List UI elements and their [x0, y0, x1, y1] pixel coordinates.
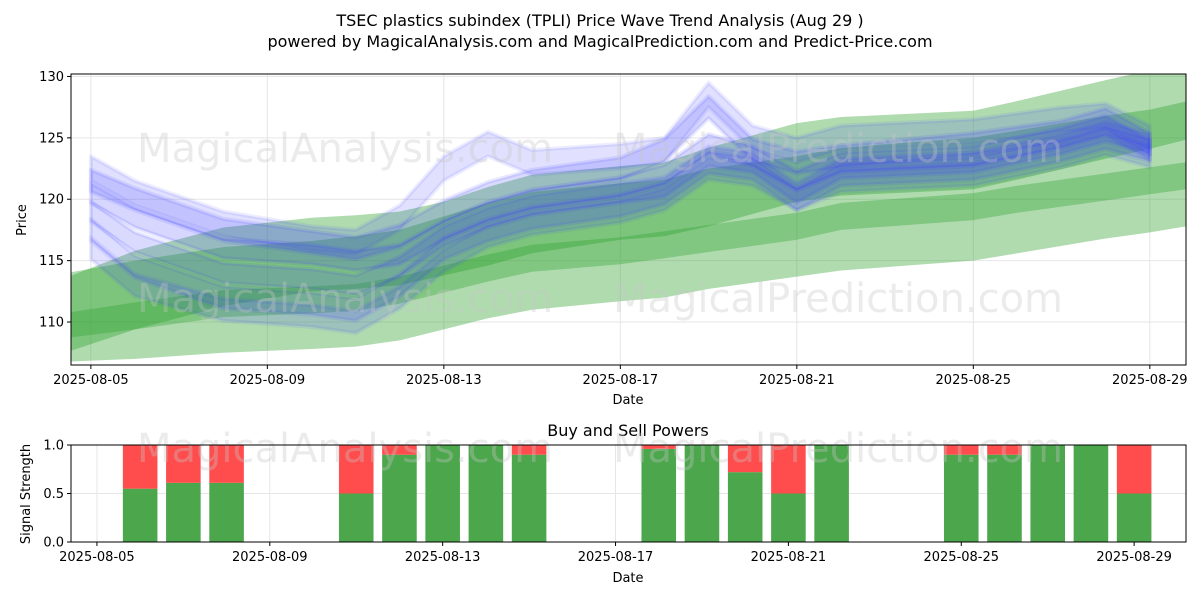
watermark-6: MagicalPrediction.com	[613, 426, 1063, 472]
blue-wave-band-8	[88, 130, 1152, 336]
signal-x-tick-label: 2025-08-25	[923, 550, 999, 565]
sell-bar	[338, 445, 374, 494]
buy-bar	[382, 454, 417, 542]
buy-bar	[425, 445, 460, 542]
blue-wave-band-3	[88, 80, 1152, 257]
chart-subtitle: powered by MagicalAnalysis.com and Magic…	[267, 32, 932, 51]
price-panel: MagicalAnalysis.com MagicalPrediction.co…	[15, 70, 1188, 408]
sell-bar	[122, 445, 158, 489]
buy-bar	[727, 472, 763, 542]
blue-wave-band-5	[88, 113, 1152, 273]
signal-y-tick-label: 0.0	[43, 536, 64, 551]
buy-bar	[684, 445, 720, 542]
price-y-tick-label: 115	[39, 254, 64, 269]
buy-bar	[1030, 445, 1065, 542]
sell-bar	[382, 445, 417, 455]
buy-bar	[943, 454, 979, 542]
price-x-ticks: 2025-08-05 2025-08-09 2025-08-13 2025-08-17…	[53, 365, 1188, 388]
price-axes-frame	[70, 73, 1187, 366]
sell-bar	[727, 445, 763, 473]
blue-wave-band-6	[88, 119, 1152, 297]
signal-y-label: Signal Strength	[19, 444, 34, 544]
signal-x-ticks: 2025-08-05 2025-08-09 2025-08-13 2025-08-17…	[59, 542, 1172, 565]
sell-bar	[771, 445, 806, 494]
signal-x-tick-label: 2025-08-09	[232, 550, 308, 565]
buy-bar	[122, 488, 158, 542]
price-x-tick-label: 2025-08-09	[230, 373, 306, 388]
price-x-tick-label: 2025-08-17	[583, 373, 659, 388]
price-x-tick-label: 2025-08-29	[1112, 373, 1188, 388]
sell-bar	[511, 445, 547, 455]
price-x-label: Date	[612, 393, 643, 408]
price-grid	[71, 74, 1186, 365]
price-y-label: Price	[15, 204, 30, 236]
watermark-5: MagicalAnalysis.com	[137, 426, 553, 472]
sell-bar	[987, 445, 1022, 455]
price-y-ticks: 110 115 120 125 130	[39, 70, 71, 331]
green-trend-band-2	[71, 162, 1186, 338]
watermark-1: MagicalAnalysis.com	[137, 126, 553, 172]
price-x-tick-label: 2025-08-21	[759, 373, 835, 388]
price-x-tick-label: 2025-08-05	[53, 373, 129, 388]
price-x-tick-label: 2025-08-25	[936, 373, 1012, 388]
blue-wave-band-7	[88, 124, 1152, 323]
signal-x-label: Date	[612, 571, 643, 586]
sell-bar	[943, 445, 979, 455]
signal-y-tick-label: 0.5	[43, 487, 64, 502]
signal-x-tick-label: 2025-08-05	[59, 550, 135, 565]
buy-bar	[338, 493, 374, 542]
signal-x-tick-label: 2025-08-29	[1096, 550, 1172, 565]
green-trend-band-1	[71, 101, 1186, 362]
buy-bar	[771, 493, 806, 542]
watermark-2: MagicalPrediction.com	[613, 126, 1063, 172]
signal-y-ticks: 0.0 0.5 1.0	[43, 439, 71, 551]
green-trend-band-0	[71, 74, 1186, 351]
signal-title: Buy and Sell Powers	[547, 421, 709, 440]
buy-bar	[209, 482, 244, 542]
signal-y-tick-label: 1.0	[43, 439, 64, 454]
sell-bar	[166, 445, 201, 483]
price-y-tick-label: 120	[39, 193, 64, 208]
watermark-4: MagicalPrediction.com	[613, 276, 1063, 322]
blue-wave-band-4	[88, 94, 1152, 262]
buy-bar	[511, 454, 547, 542]
buy-bar	[1073, 445, 1109, 542]
buy-bar	[987, 454, 1022, 542]
price-y-tick-label: 130	[39, 70, 64, 85]
watermark-3: MagicalAnalysis.com	[137, 276, 553, 322]
buy-bar	[166, 482, 201, 542]
signal-x-tick-label: 2025-08-13	[405, 550, 481, 565]
signal-x-tick-label: 2025-08-17	[578, 550, 654, 565]
price-y-tick-label: 110	[39, 316, 64, 331]
signal-bars	[122, 445, 1152, 542]
signal-panel: Buy and Sell Powers MagicalAnalysis.com …	[19, 421, 1187, 586]
buy-bar	[814, 445, 849, 542]
price-x-tick-label: 2025-08-13	[406, 373, 482, 388]
buy-bar	[468, 445, 504, 542]
sell-bar	[209, 445, 244, 483]
sell-bar	[1116, 445, 1152, 494]
price-y-tick-label: 125	[39, 131, 64, 146]
buy-bar	[641, 448, 677, 542]
chart-title: TSEC plastics subindex (TPLI) Price Wave…	[335, 11, 863, 30]
signal-x-tick-label: 2025-08-21	[751, 550, 827, 565]
buy-bar	[1116, 493, 1152, 542]
sell-bar	[641, 445, 677, 449]
price-bands	[71, 74, 1186, 362]
